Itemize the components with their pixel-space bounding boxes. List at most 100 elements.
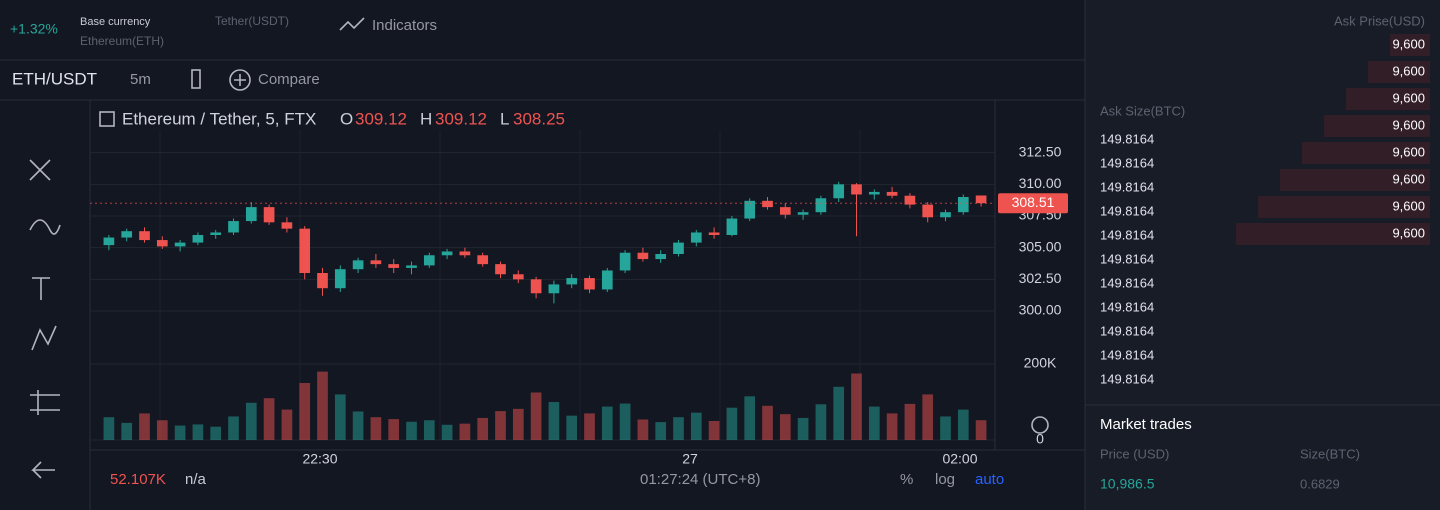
depth-bar (1258, 196, 1430, 218)
base-currency-label: Base currency (80, 16, 151, 28)
log-toggle[interactable]: log (935, 471, 955, 488)
volume-bar (762, 405, 773, 440)
last-price-tag (998, 193, 1068, 214)
pattern-tool[interactable] (31, 325, 57, 351)
compare-icon[interactable] (229, 69, 251, 91)
volume-bar (174, 425, 186, 440)
volume-bar (797, 417, 809, 440)
back-tool[interactable] (31, 461, 55, 479)
volume-bar (975, 420, 987, 440)
ask-size: 149.8164 (1100, 299, 1154, 314)
quote-currency: Tether(USDT) (215, 14, 289, 28)
low-value: 308.25 (513, 109, 565, 128)
interval[interactable]: 5m (130, 71, 151, 88)
candle-body (726, 218, 738, 235)
volume-bar (584, 413, 595, 440)
volume-bar (726, 407, 738, 440)
ask-size: 149.8164 (1100, 251, 1154, 266)
collapse-icon[interactable] (99, 111, 115, 127)
candle-body (495, 264, 506, 275)
measure-tool[interactable] (30, 390, 60, 415)
candle-body (156, 240, 168, 247)
open-label: O (340, 109, 353, 128)
volume-bar (708, 421, 720, 440)
ask-size: 149.8164 (1100, 371, 1154, 386)
ask-price: 9,600 (1392, 36, 1425, 51)
volume-bar (477, 417, 489, 440)
candle-body (139, 231, 150, 241)
text-tool[interactable] (32, 277, 50, 300)
volume-bar (868, 406, 880, 440)
candle-body (584, 278, 595, 290)
candle-body (512, 274, 524, 280)
ask-price-label: Ask Prise(USD) (1334, 13, 1425, 28)
trade-price: 10,986.5 (1100, 476, 1155, 492)
candle-body (334, 269, 346, 289)
volume-bar (299, 383, 311, 440)
percent-toggle[interactable]: % (900, 471, 913, 488)
ask-size: 149.8164 (1100, 131, 1154, 146)
candle-body (904, 195, 916, 205)
volume-bar (548, 402, 560, 440)
high-value: 309.12 (435, 109, 487, 128)
brush-tool[interactable] (29, 219, 61, 235)
candle-body (245, 207, 257, 222)
ask-price: 9,600 (1392, 63, 1425, 78)
volume-bar (744, 396, 756, 440)
y-tick-label: 305.00 (1019, 238, 1062, 254)
chart-type-icon[interactable] (191, 69, 201, 89)
ask-price: 9,600 (1392, 198, 1425, 213)
depth-bar (1324, 115, 1430, 137)
ask-size: 149.8164 (1100, 227, 1154, 242)
depth-bar (1302, 142, 1430, 164)
candle-body (833, 184, 845, 199)
candle-body (886, 191, 898, 196)
volume-bar (566, 415, 578, 440)
candle-body (317, 273, 328, 289)
candle-body (281, 222, 293, 229)
candle-body (797, 212, 809, 215)
candle-body (690, 232, 702, 243)
base-currency: Ethereum(ETH) (80, 34, 164, 48)
candle-body (619, 252, 631, 271)
ask-size-label: Ask Size(BTC) (1100, 103, 1185, 118)
volume-bar (637, 419, 649, 440)
settings-icon[interactable] (1031, 416, 1049, 434)
candle-body (299, 228, 311, 273)
symbol[interactable]: ETH/USDT (12, 69, 97, 88)
volume-bar (423, 420, 435, 440)
volume-bar (139, 413, 150, 440)
change: +1.32% (10, 21, 58, 37)
crosshair-tool[interactable] (29, 159, 51, 181)
volume-bar (317, 371, 328, 440)
candle-body (744, 200, 756, 219)
market-trades-title: Market trades (1100, 416, 1192, 433)
volume-bar (940, 416, 951, 440)
compare-icon-plus (234, 74, 246, 86)
auto-toggle[interactable]: auto (975, 471, 1004, 488)
candle-body (477, 255, 489, 265)
indicators-button[interactable]: Indicators (372, 17, 437, 34)
volume-bar (512, 408, 524, 440)
y-tick-label: 300.00 (1019, 302, 1062, 318)
ask-price: 9,600 (1392, 90, 1425, 105)
indicators-icon (339, 17, 365, 31)
candle-body (975, 195, 987, 204)
depth-bar (1390, 34, 1430, 56)
candle-body (388, 264, 400, 268)
compare-button[interactable]: Compare (258, 71, 320, 88)
volume-bar (530, 392, 542, 440)
last-price-label: 308.51 (1012, 194, 1055, 210)
volume-bar (388, 419, 400, 440)
chart-panel (0, 0, 1085, 510)
x-tick-label: 22:30 (302, 451, 337, 467)
candle-body (655, 254, 667, 260)
volume-bar (406, 421, 417, 440)
y-tick-label: 312.50 (1019, 143, 1062, 159)
volume-bar (210, 426, 222, 440)
candle-body (601, 270, 613, 290)
open-value: 309.12 (355, 109, 407, 128)
volume-bar (263, 398, 275, 440)
candle-body (566, 278, 578, 285)
